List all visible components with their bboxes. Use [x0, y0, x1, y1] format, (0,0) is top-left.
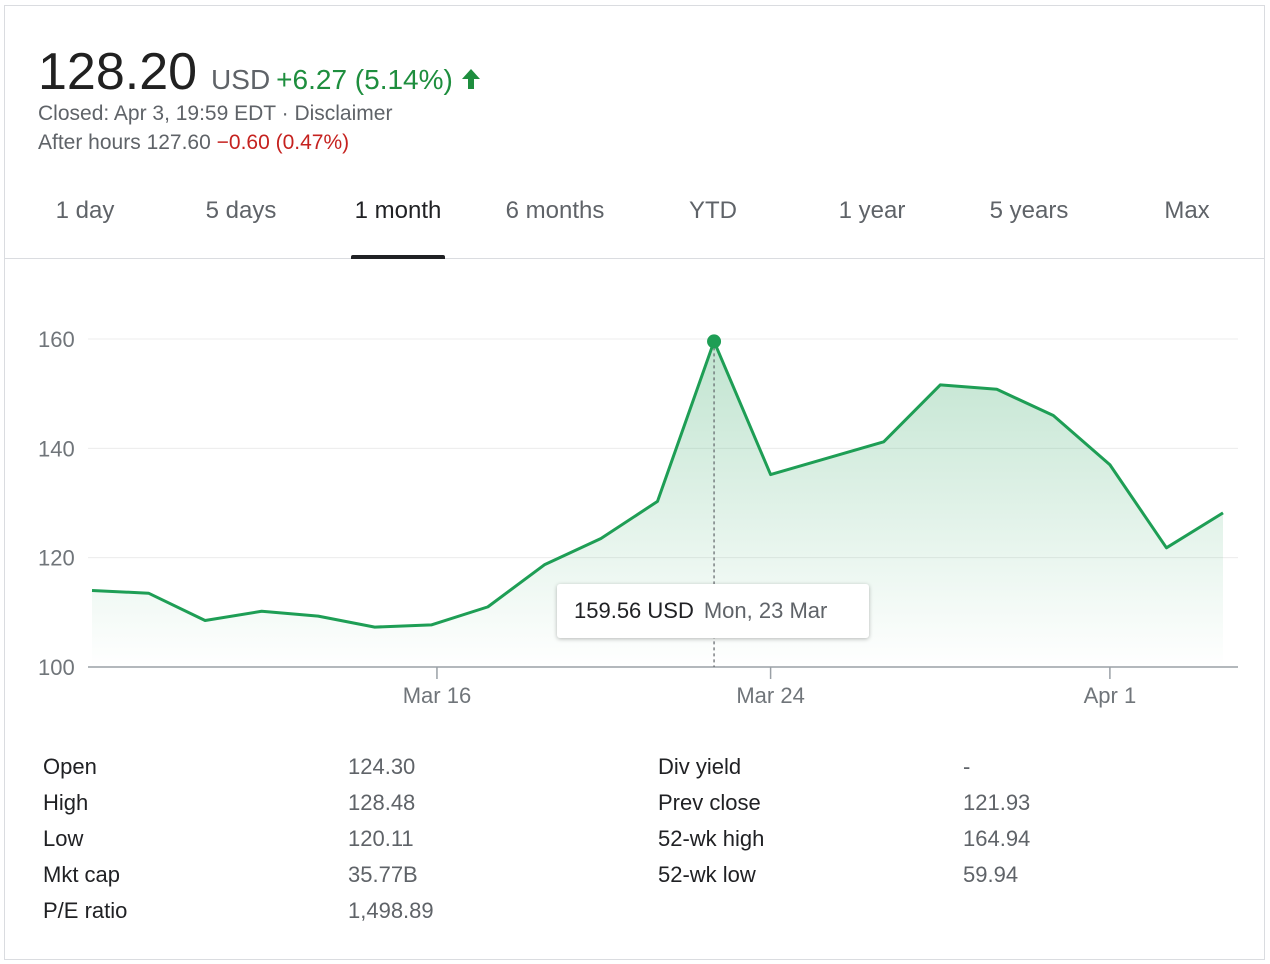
data-point-16 — [995, 387, 999, 391]
stat-value-52wk-high: 164.94 — [963, 826, 1031, 851]
separator: · — [281, 102, 289, 125]
x-tick-label-Apr-1: Apr 1 — [1084, 683, 1137, 708]
market-status: Closed: Apr 3, 19:59 EDT · Disclaimer — [38, 102, 392, 126]
data-point-14 — [882, 440, 886, 444]
stat-value-prev-close: 121.93 — [963, 790, 1031, 815]
y-tick-label-120: 120 — [38, 546, 75, 571]
data-point-8 — [542, 563, 546, 567]
highlight-point — [707, 334, 722, 349]
stat-value-pe-ratio: 1,498.89 — [348, 898, 434, 923]
after-hours-change: −0.60 (0.47%) — [216, 131, 350, 154]
data-point-17 — [1051, 414, 1055, 418]
y-tick-label-140: 140 — [38, 436, 75, 461]
series-area-fill — [92, 341, 1223, 667]
y-tick-label-100: 100 — [38, 655, 75, 680]
data-point-13 — [825, 456, 829, 460]
tab-6-months[interactable]: 6 months — [505, 197, 605, 224]
tab-max[interactable]: Max — [1164, 197, 1210, 224]
tab-1-day[interactable]: 1 day — [55, 197, 115, 224]
data-point-18 — [1108, 463, 1112, 467]
stat-value-52wk-low: 59.94 — [963, 862, 1019, 887]
active-tab-indicator — [351, 255, 445, 259]
stat-value-div-yield: - — [963, 754, 971, 779]
data-point-7 — [486, 605, 490, 609]
data-point-3 — [260, 609, 264, 613]
stat-value-low: 120.11 — [348, 826, 414, 851]
tooltip-value: 159.56 USD — [574, 598, 694, 623]
stat-label-52wk-low: 52-wk low — [658, 862, 756, 887]
stat-label-open: Open — [43, 754, 97, 779]
tab-1-year[interactable]: 1 year — [838, 197, 906, 224]
data-point-4 — [316, 614, 320, 618]
data-point-10 — [656, 499, 660, 503]
tooltip-date: Mon, 23 Mar — [703, 598, 828, 623]
tab-5-days[interactable]: 5 days — [205, 197, 277, 224]
after-hours: After hours 127.60 −0.60 (0.47%) — [38, 131, 349, 155]
stock-quote-card: 128.20 USD +6.27 (5.14%) Closed: Apr 3, 19… — [4, 5, 1265, 960]
currency-code: USD — [211, 64, 271, 95]
after-hours-label: After hours — [38, 131, 141, 154]
range-tabs: 1 day 5 days 1 month 6 months YTD 1 year… — [5, 181, 1264, 259]
data-point-15 — [938, 383, 942, 387]
stat-value-mkt-cap: 35.77B — [348, 862, 418, 887]
series-line — [91, 339, 1224, 629]
stat-value-high: 128.48 — [348, 790, 416, 815]
data-point-0 — [90, 588, 94, 592]
disclaimer-link[interactable]: Disclaimer — [294, 102, 393, 125]
closed-status: Closed: Apr 3, 19:59 EDT — [38, 102, 276, 125]
price-chart[interactable]: 100 120 140 160 Mar 16 Mar 24 Apr 1 — [5, 6, 1264, 726]
tab-1-month[interactable]: 1 month — [354, 197, 442, 224]
current-price: 128.20 — [38, 43, 198, 101]
after-hours-price: 127.60 — [146, 131, 211, 154]
data-point-1 — [147, 591, 151, 595]
x-tick-label-Mar-24: Mar 24 — [736, 683, 804, 708]
stat-label-52wk-high: 52-wk high — [658, 826, 765, 851]
stat-label-high: High — [43, 790, 89, 815]
x-tick-label-Mar-16: Mar 16 — [403, 683, 471, 708]
arrow-up-icon — [459, 67, 483, 96]
data-point-12 — [769, 473, 773, 477]
price-change: +6.27 (5.14%) — [276, 64, 453, 95]
data-point-19 — [1164, 546, 1168, 550]
stat-label-prev-close: Prev close — [658, 790, 761, 815]
chart-tooltip: 159.56 USD Mon, 23 Mar — [557, 584, 869, 638]
stat-label-div-yield: Div yield — [658, 754, 742, 779]
data-point-5 — [373, 625, 377, 629]
data-point-9 — [599, 537, 603, 541]
y-tick-label-160: 160 — [38, 327, 75, 352]
data-point-2 — [203, 619, 207, 623]
tab-ytd[interactable]: YTD — [689, 197, 737, 224]
stat-label-low: Low — [43, 826, 84, 851]
data-point-20 — [1221, 511, 1225, 515]
stat-label-mkt-cap: Mkt cap — [43, 862, 121, 887]
tab-5-years[interactable]: 5 years — [989, 197, 1069, 224]
stat-label-pe-ratio: P/E ratio — [43, 898, 128, 923]
stat-value-open: 124.30 — [348, 754, 416, 779]
data-point-6 — [429, 623, 433, 627]
price-row: 128.20 USD +6.27 (5.14%) — [38, 42, 483, 102]
